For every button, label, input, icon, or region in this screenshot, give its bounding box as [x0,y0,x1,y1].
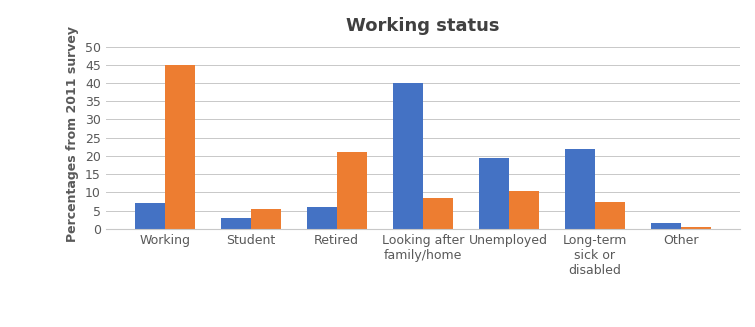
Bar [220,218,251,229]
Bar [307,207,337,229]
Bar [595,201,625,229]
Bar [651,223,681,229]
Bar [479,158,509,229]
Bar [509,191,539,229]
Bar [165,65,195,229]
Title: Working status: Working status [346,17,500,35]
Bar [251,209,281,229]
Bar [681,227,711,229]
Bar [565,149,595,229]
Bar [337,152,367,229]
Bar [134,203,165,229]
Bar [393,83,423,229]
Bar [423,198,453,229]
Y-axis label: Percentages from 2011 survey: Percentages from 2011 survey [66,26,79,242]
